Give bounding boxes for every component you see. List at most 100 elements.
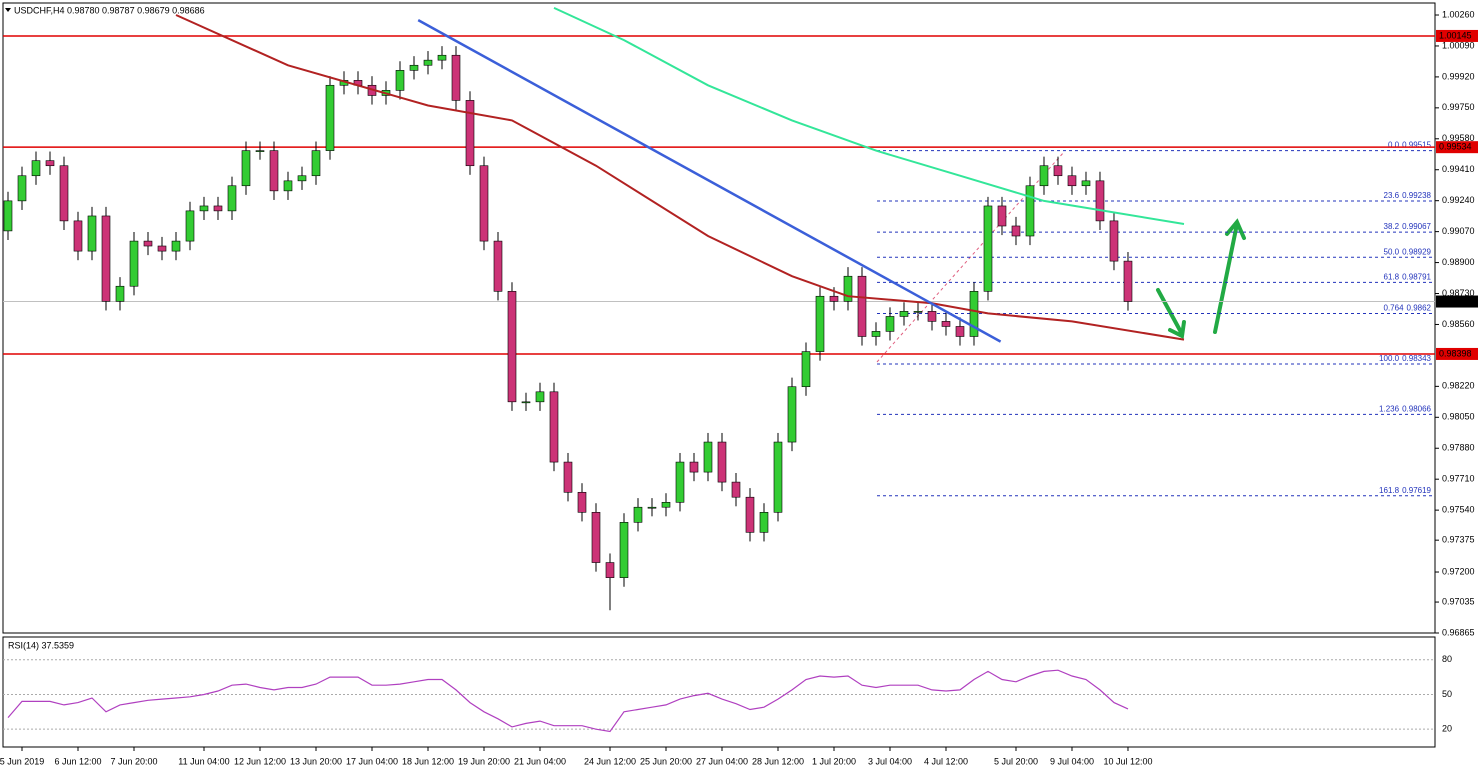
x-tick-label: 25 Jun 20:00 xyxy=(640,756,692,766)
candle-body xyxy=(423,59,433,66)
fib-label: 38.2 0.99067 xyxy=(1384,222,1432,231)
candle-body xyxy=(143,240,153,247)
x-tick-label: 13 Jun 20:00 xyxy=(290,756,342,766)
fib-level: 50.0 xyxy=(1384,247,1400,256)
y-tick-label: 1.00090 xyxy=(1442,40,1475,50)
candle-body xyxy=(185,210,195,242)
price-tag-label: 0.98686 xyxy=(1439,296,1472,306)
y-tick-label: 0.99920 xyxy=(1442,71,1475,81)
trend-line xyxy=(417,19,1002,343)
candle-body xyxy=(983,205,993,292)
menu-arrow xyxy=(5,8,11,12)
y-tick-label: 0.97540 xyxy=(1442,505,1475,515)
candle-body xyxy=(311,150,321,177)
x-tick-label: 3 Jul 04:00 xyxy=(868,756,912,766)
fib-price: 0.99515 xyxy=(1402,141,1431,150)
candle-body xyxy=(941,321,951,327)
y-tick-label: 0.99750 xyxy=(1442,102,1475,112)
candle-body xyxy=(115,285,125,302)
fib-label: 0.0 0.99515 xyxy=(1388,141,1432,150)
candle-body xyxy=(563,461,573,493)
candle-body xyxy=(3,200,13,232)
candle-body xyxy=(73,220,83,252)
x-tick-label: 12 Jun 12:00 xyxy=(234,756,286,766)
x-tick-label: 1 Jul 20:00 xyxy=(812,756,856,766)
candle-body xyxy=(1039,165,1049,187)
arrow-head xyxy=(1225,218,1246,240)
candle-body xyxy=(213,205,223,212)
candle-body xyxy=(689,461,699,473)
x-tick-label: 5 Jun 2019 xyxy=(0,756,44,766)
candle-body xyxy=(227,185,237,212)
candle-body xyxy=(395,70,405,91)
candle-body xyxy=(619,522,629,578)
candle-body xyxy=(1081,180,1091,187)
candle-body xyxy=(479,165,489,242)
candle-body xyxy=(59,165,69,222)
y-tick-label: 0.97200 xyxy=(1442,566,1475,576)
x-tick-label: 19 Jun 20:00 xyxy=(458,756,510,766)
candle-body xyxy=(829,295,839,302)
fib-price: 0.98343 xyxy=(1402,354,1431,363)
rsi-frame xyxy=(2,636,1436,748)
x-tick-label: 28 Jun 12:00 xyxy=(752,756,804,766)
candle-body xyxy=(451,54,461,101)
candle-body xyxy=(647,506,657,509)
candle-body xyxy=(1011,225,1021,237)
y-tick-label: 0.99580 xyxy=(1442,133,1475,143)
candle-body xyxy=(1067,175,1077,187)
candle-body xyxy=(199,205,209,212)
fib-price: 0.99238 xyxy=(1402,191,1431,200)
candle-body xyxy=(1095,180,1105,222)
candle-body xyxy=(731,481,741,498)
candle-body xyxy=(661,502,671,508)
candle-body xyxy=(717,441,727,483)
rsi-tick-label: 20 xyxy=(1442,724,1452,734)
candle-body xyxy=(605,562,615,578)
fib-level: 161.8 xyxy=(1379,486,1400,495)
candle-body xyxy=(675,461,685,503)
y-tick-label: 0.98900 xyxy=(1442,257,1475,267)
candle-body xyxy=(773,441,783,513)
rsi-tick-label: 50 xyxy=(1442,689,1452,699)
moving-average xyxy=(553,6,1185,225)
y-tick-label: 0.97710 xyxy=(1442,474,1475,484)
candle-body xyxy=(997,205,1007,227)
candle-body xyxy=(87,215,97,252)
candle-body xyxy=(745,496,755,533)
x-tick-label: 11 Jun 04:00 xyxy=(178,756,229,766)
candle-body xyxy=(171,240,181,252)
candle-body xyxy=(1123,260,1133,302)
candle-body xyxy=(535,391,545,403)
fib-level: 1.236 xyxy=(1379,404,1400,413)
price-tag xyxy=(1436,29,1478,42)
x-tick-label: 24 Jun 12:00 xyxy=(584,756,636,766)
x-tick-label: 4 Jul 12:00 xyxy=(924,756,968,766)
y-tick-label: 0.98050 xyxy=(1442,412,1475,422)
candle-body xyxy=(269,150,279,192)
fib-price: 0.99067 xyxy=(1402,222,1431,231)
fib-price: 0.97619 xyxy=(1402,486,1431,495)
x-tick-label: 17 Jun 04:00 xyxy=(346,756,398,766)
plot: 0.0 0.99515 23.6 0.99238 38.2 0.99067 50.0 0.98… xyxy=(3,6,1435,611)
fib-level: 23.6 xyxy=(1384,191,1400,200)
candle-body xyxy=(857,275,867,337)
y-tick-label: 0.99410 xyxy=(1442,164,1475,174)
fib-label: 1.236 0.98066 xyxy=(1379,404,1432,413)
price-tag xyxy=(1436,141,1478,154)
candle-body xyxy=(591,512,601,563)
candle-body xyxy=(577,491,587,513)
x-tick-label: 27 Jun 04:00 xyxy=(696,756,748,766)
x-tick-label: 18 Jun 12:00 xyxy=(402,756,454,766)
fib-label: 100.0 0.98343 xyxy=(1379,354,1432,363)
candle-body xyxy=(913,311,923,313)
symbol-header: USDCHF,H4 0.98780 0.98787 0.98679 0.9868… xyxy=(14,5,205,15)
fib-level: 0.0 xyxy=(1388,141,1400,150)
candle-body xyxy=(871,331,881,337)
price-tag xyxy=(1436,295,1478,308)
arrow-up xyxy=(1213,222,1239,334)
fib-label: 0.764 0.9862 xyxy=(1384,304,1432,313)
candle-body xyxy=(157,245,167,252)
candle-body xyxy=(1025,185,1035,237)
